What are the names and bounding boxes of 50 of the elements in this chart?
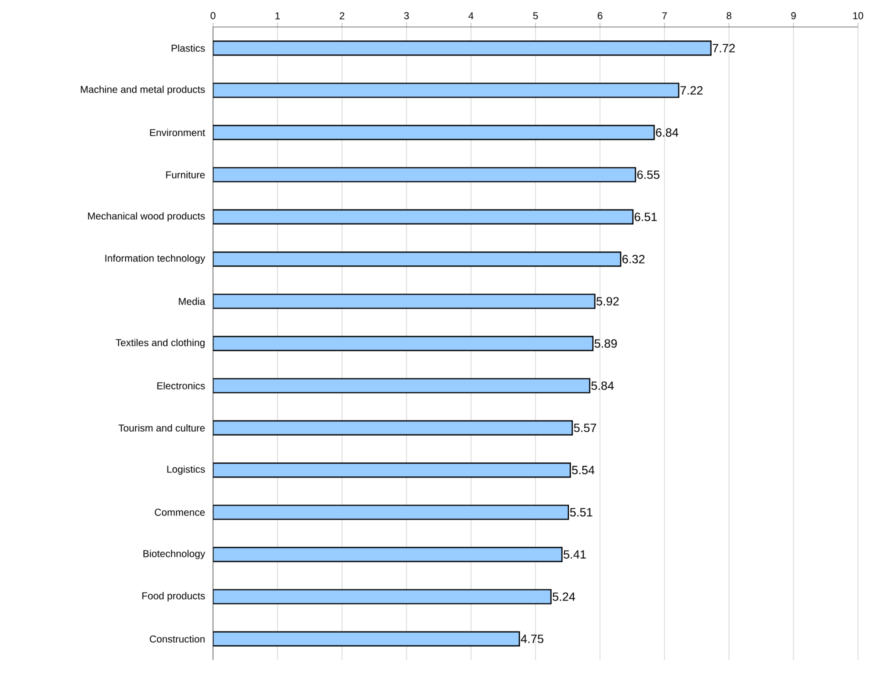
x-tick-label: 6: [598, 12, 602, 20]
y-tick-label: Biotechnology: [143, 550, 206, 560]
y-tick-label: Media: [178, 298, 206, 305]
data-label: 6.51: [634, 212, 657, 222]
bar: [213, 251, 622, 267]
y-tick-label: Textiles and clothing: [116, 338, 205, 348]
data-label: 5.54: [572, 466, 594, 474]
data-label: 5.84: [591, 381, 614, 390]
x-tick-label: 0: [210, 12, 216, 20]
y-tick-label: Commence: [154, 508, 205, 516]
y-tick-label: Food products: [142, 592, 205, 602]
data-label: 7.22: [680, 86, 703, 94]
data-label: 5.51: [570, 508, 592, 516]
y-tick-label: Logistics: [167, 465, 205, 475]
data-label: 6.55: [637, 170, 660, 179]
x-tick-label: 7: [662, 12, 667, 20]
y-tick-label: Furniture: [166, 171, 205, 178]
data-label: 4.75: [520, 634, 544, 644]
bar: [213, 462, 571, 478]
x-tick-label: 1: [276, 12, 280, 20]
x-tick-label: 2: [340, 12, 344, 20]
x-tick-label: 5: [533, 12, 538, 20]
data-label: 5.89: [594, 339, 617, 348]
y-tick-label: Mechanical wood products: [88, 212, 205, 222]
data-label: 5.92: [596, 297, 619, 306]
bar: [213, 124, 655, 140]
x-tick-label: 4: [468, 12, 474, 20]
bar: [213, 420, 573, 436]
x-tick-label: 10: [853, 12, 864, 20]
data-label: 6.84: [656, 128, 678, 137]
data-label: 5.57: [574, 424, 596, 432]
x-tick-label: 3: [404, 12, 409, 20]
bar: [213, 336, 594, 352]
data-label: 5.41: [564, 550, 586, 559]
x-tick-label: 8: [726, 12, 732, 20]
y-tick-label: Machine and metal products: [80, 86, 205, 95]
y-tick-label: Environment: [150, 128, 206, 136]
data-label: 6.32: [622, 254, 645, 264]
bar: [213, 631, 520, 646]
bar: [213, 40, 712, 56]
y-tick-label: Construction: [150, 635, 205, 643]
y-tick-label: Plastics: [172, 44, 205, 52]
bar: [213, 546, 563, 562]
data-label: 7.72: [712, 44, 735, 52]
data-label: 5.24: [552, 592, 576, 601]
x-tick-label: 9: [791, 12, 796, 20]
bar: [213, 209, 634, 224]
y-tick-label: Information technology: [105, 254, 206, 264]
y-tick-label: Electronics: [157, 382, 205, 390]
y-tick-label: Tourism and culture: [118, 424, 205, 432]
